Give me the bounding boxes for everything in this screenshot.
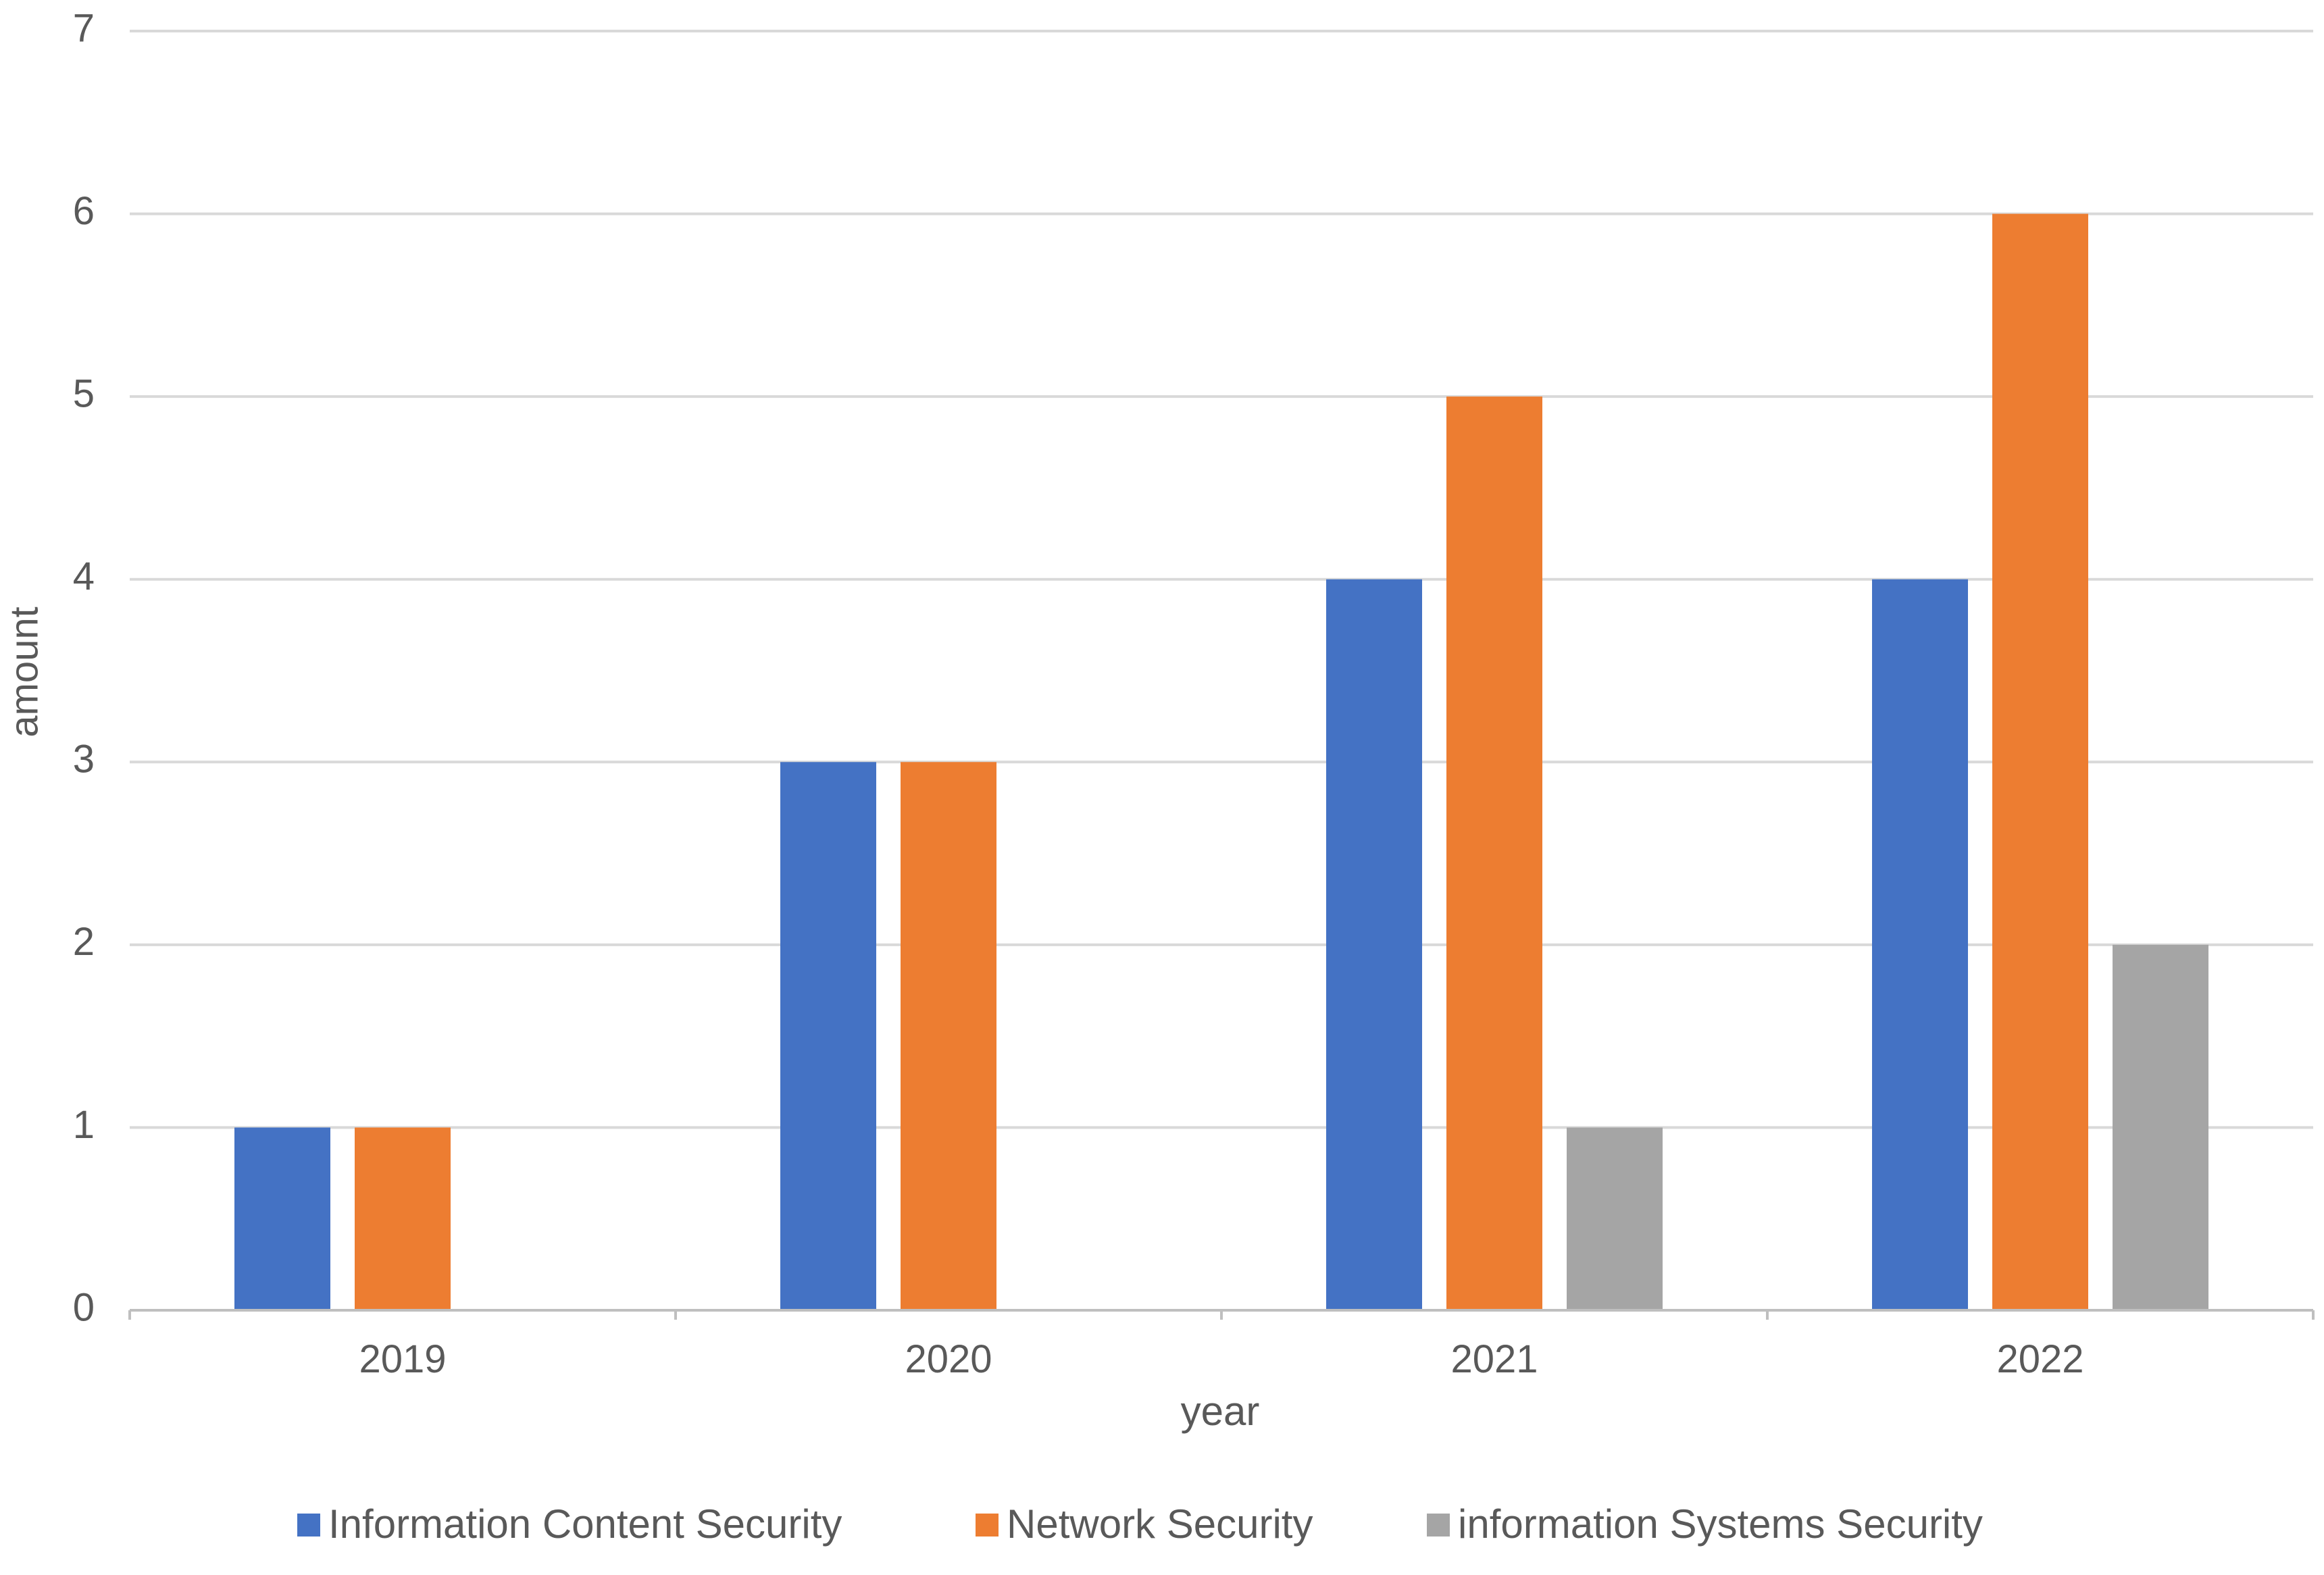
bar-network-security-2022: [1992, 213, 2088, 1311]
bar-network-security-2020: [901, 762, 996, 1310]
x-tick-label: 2020: [905, 1337, 992, 1381]
gridlines: [130, 30, 2313, 1129]
bar-information-systems-security-2021: [1567, 1127, 1663, 1310]
legend-label: information Systems Security: [1458, 1501, 1983, 1547]
x-tick-label: 2021: [1450, 1337, 1538, 1381]
x-axis: [128, 1309, 2315, 1320]
legend-swatch: [1427, 1514, 1450, 1537]
y-tick-label: 5: [73, 371, 95, 415]
x-tick-labels: 2019 2020 2021 2022: [359, 1337, 2083, 1381]
bar-information-content-security-2020: [780, 762, 876, 1310]
legend-swatch: [976, 1514, 999, 1537]
y-tick-label: 1: [73, 1103, 95, 1147]
y-tick-label: 0: [73, 1285, 95, 1329]
bar-network-security-2021: [1446, 396, 1542, 1311]
bars: [234, 213, 2208, 1311]
legend: Information Content Security Network Secu…: [297, 1501, 1983, 1547]
x-tick-label: 2019: [359, 1337, 446, 1381]
legend-swatch: [297, 1514, 320, 1537]
y-tick-label: 6: [73, 189, 95, 233]
bar-information-content-security-2022: [1872, 579, 1968, 1310]
x-tick-label: 2022: [1996, 1337, 2083, 1381]
legend-label: Network Security: [1007, 1501, 1313, 1547]
y-axis-label: amount: [2, 606, 46, 737]
y-tick-label: 4: [73, 554, 95, 598]
y-tick-labels: 0 1 2 3 4 5 6 7: [73, 6, 95, 1329]
x-axis-label: year: [1181, 1389, 1260, 1434]
y-tick-label: 7: [73, 6, 95, 50]
bar-information-systems-security-2022: [2113, 944, 2208, 1310]
y-tick-label: 2: [73, 920, 95, 964]
y-tick-label: 3: [73, 738, 95, 781]
bar-information-content-security-2019: [234, 1127, 330, 1310]
bar-network-security-2019: [355, 1127, 451, 1310]
legend-label: Information Content Security: [328, 1501, 842, 1547]
bar-information-content-security-2021: [1326, 579, 1422, 1310]
